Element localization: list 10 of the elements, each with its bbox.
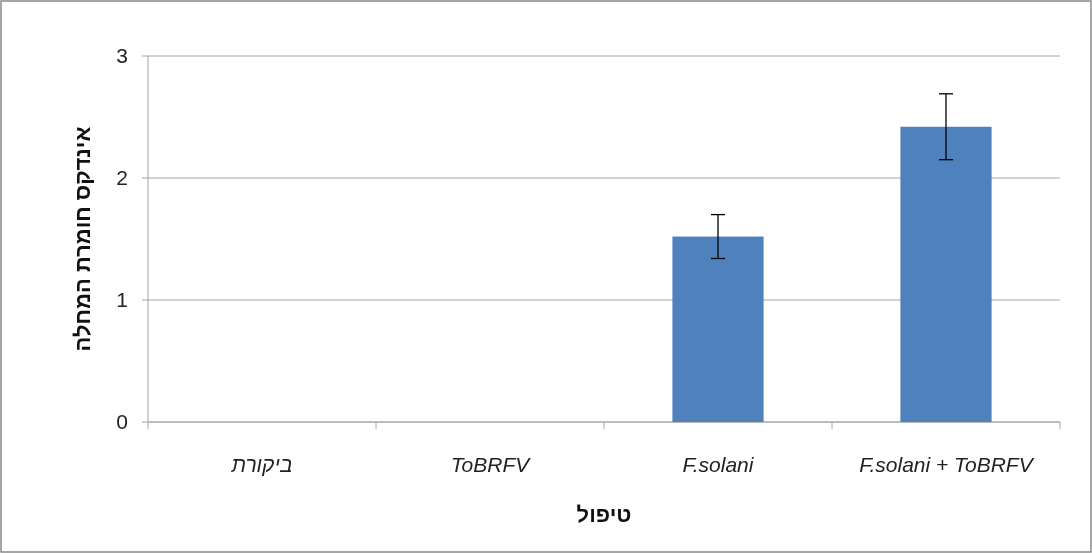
- x-tick-label: ToBRFV: [450, 453, 532, 476]
- x-tick-label: F.solani + ToBRFV: [859, 453, 1035, 476]
- y-tick-label: 3: [116, 44, 128, 67]
- y-axis-title: אינדקס חומרת המחלה: [70, 126, 95, 352]
- x-tick-label: ביקורת: [230, 453, 293, 476]
- y-tick-label: 0: [116, 410, 128, 433]
- x-tick-label: F.solani: [682, 453, 755, 476]
- y-tick-label: 2: [116, 166, 128, 189]
- x-axis-title: טיפול: [576, 502, 632, 527]
- y-tick-label: 1: [116, 288, 128, 311]
